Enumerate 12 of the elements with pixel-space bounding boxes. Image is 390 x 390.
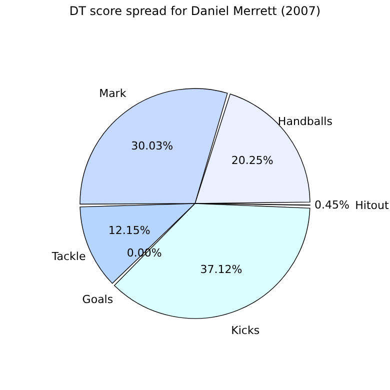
category-label: Goals bbox=[82, 292, 114, 306]
data-label: 12.15% bbox=[108, 224, 150, 238]
data-label: 30.03% bbox=[131, 140, 174, 153]
chart-title: DT score spread for Daniel Merrett (2007) bbox=[69, 4, 321, 18]
slice-label: Tackle bbox=[50, 250, 86, 263]
slice-label: Hitout bbox=[355, 199, 390, 212]
slice-label: Mark bbox=[99, 87, 127, 100]
slice-label: Handballs bbox=[278, 115, 333, 128]
data-label: 0.45% bbox=[314, 198, 350, 212]
data-label: 20.25% bbox=[231, 154, 274, 168]
data-label: 37.12% bbox=[200, 262, 242, 276]
slice-label: Kicks bbox=[231, 324, 260, 337]
